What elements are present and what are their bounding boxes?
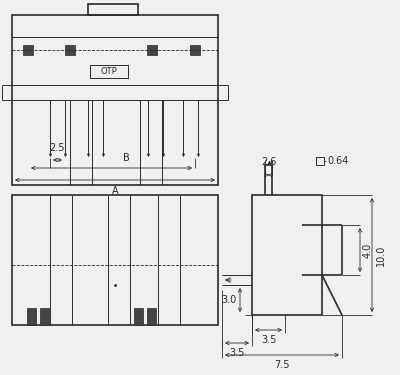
Text: 0.64: 0.64	[327, 156, 348, 166]
Text: 2.6: 2.6	[261, 157, 276, 167]
Bar	[12, 195, 218, 325]
Bar	[252, 195, 322, 315]
Bar	[90, 65, 128, 78]
Text: 3.0: 3.0	[222, 295, 237, 305]
Text: B: B	[123, 153, 130, 163]
Text: 3.5: 3.5	[229, 348, 245, 358]
Text: 2.5: 2.5	[50, 143, 65, 153]
Bar	[316, 157, 324, 165]
Bar	[134, 308, 143, 325]
Bar	[12, 15, 218, 185]
Bar	[27, 308, 36, 325]
Text: 10.0: 10.0	[376, 244, 386, 266]
Bar	[88, 4, 138, 15]
Text: 4.0: 4.0	[363, 242, 373, 258]
Text: OTP: OTP	[101, 67, 117, 76]
Text: 3.5: 3.5	[261, 335, 276, 345]
Bar	[65, 45, 75, 55]
Text: 7.5: 7.5	[274, 360, 290, 370]
Bar	[147, 45, 157, 55]
Bar	[190, 45, 200, 55]
Bar	[147, 308, 156, 325]
Bar	[40, 308, 49, 325]
Text: A: A	[112, 186, 118, 196]
Bar	[23, 45, 33, 55]
